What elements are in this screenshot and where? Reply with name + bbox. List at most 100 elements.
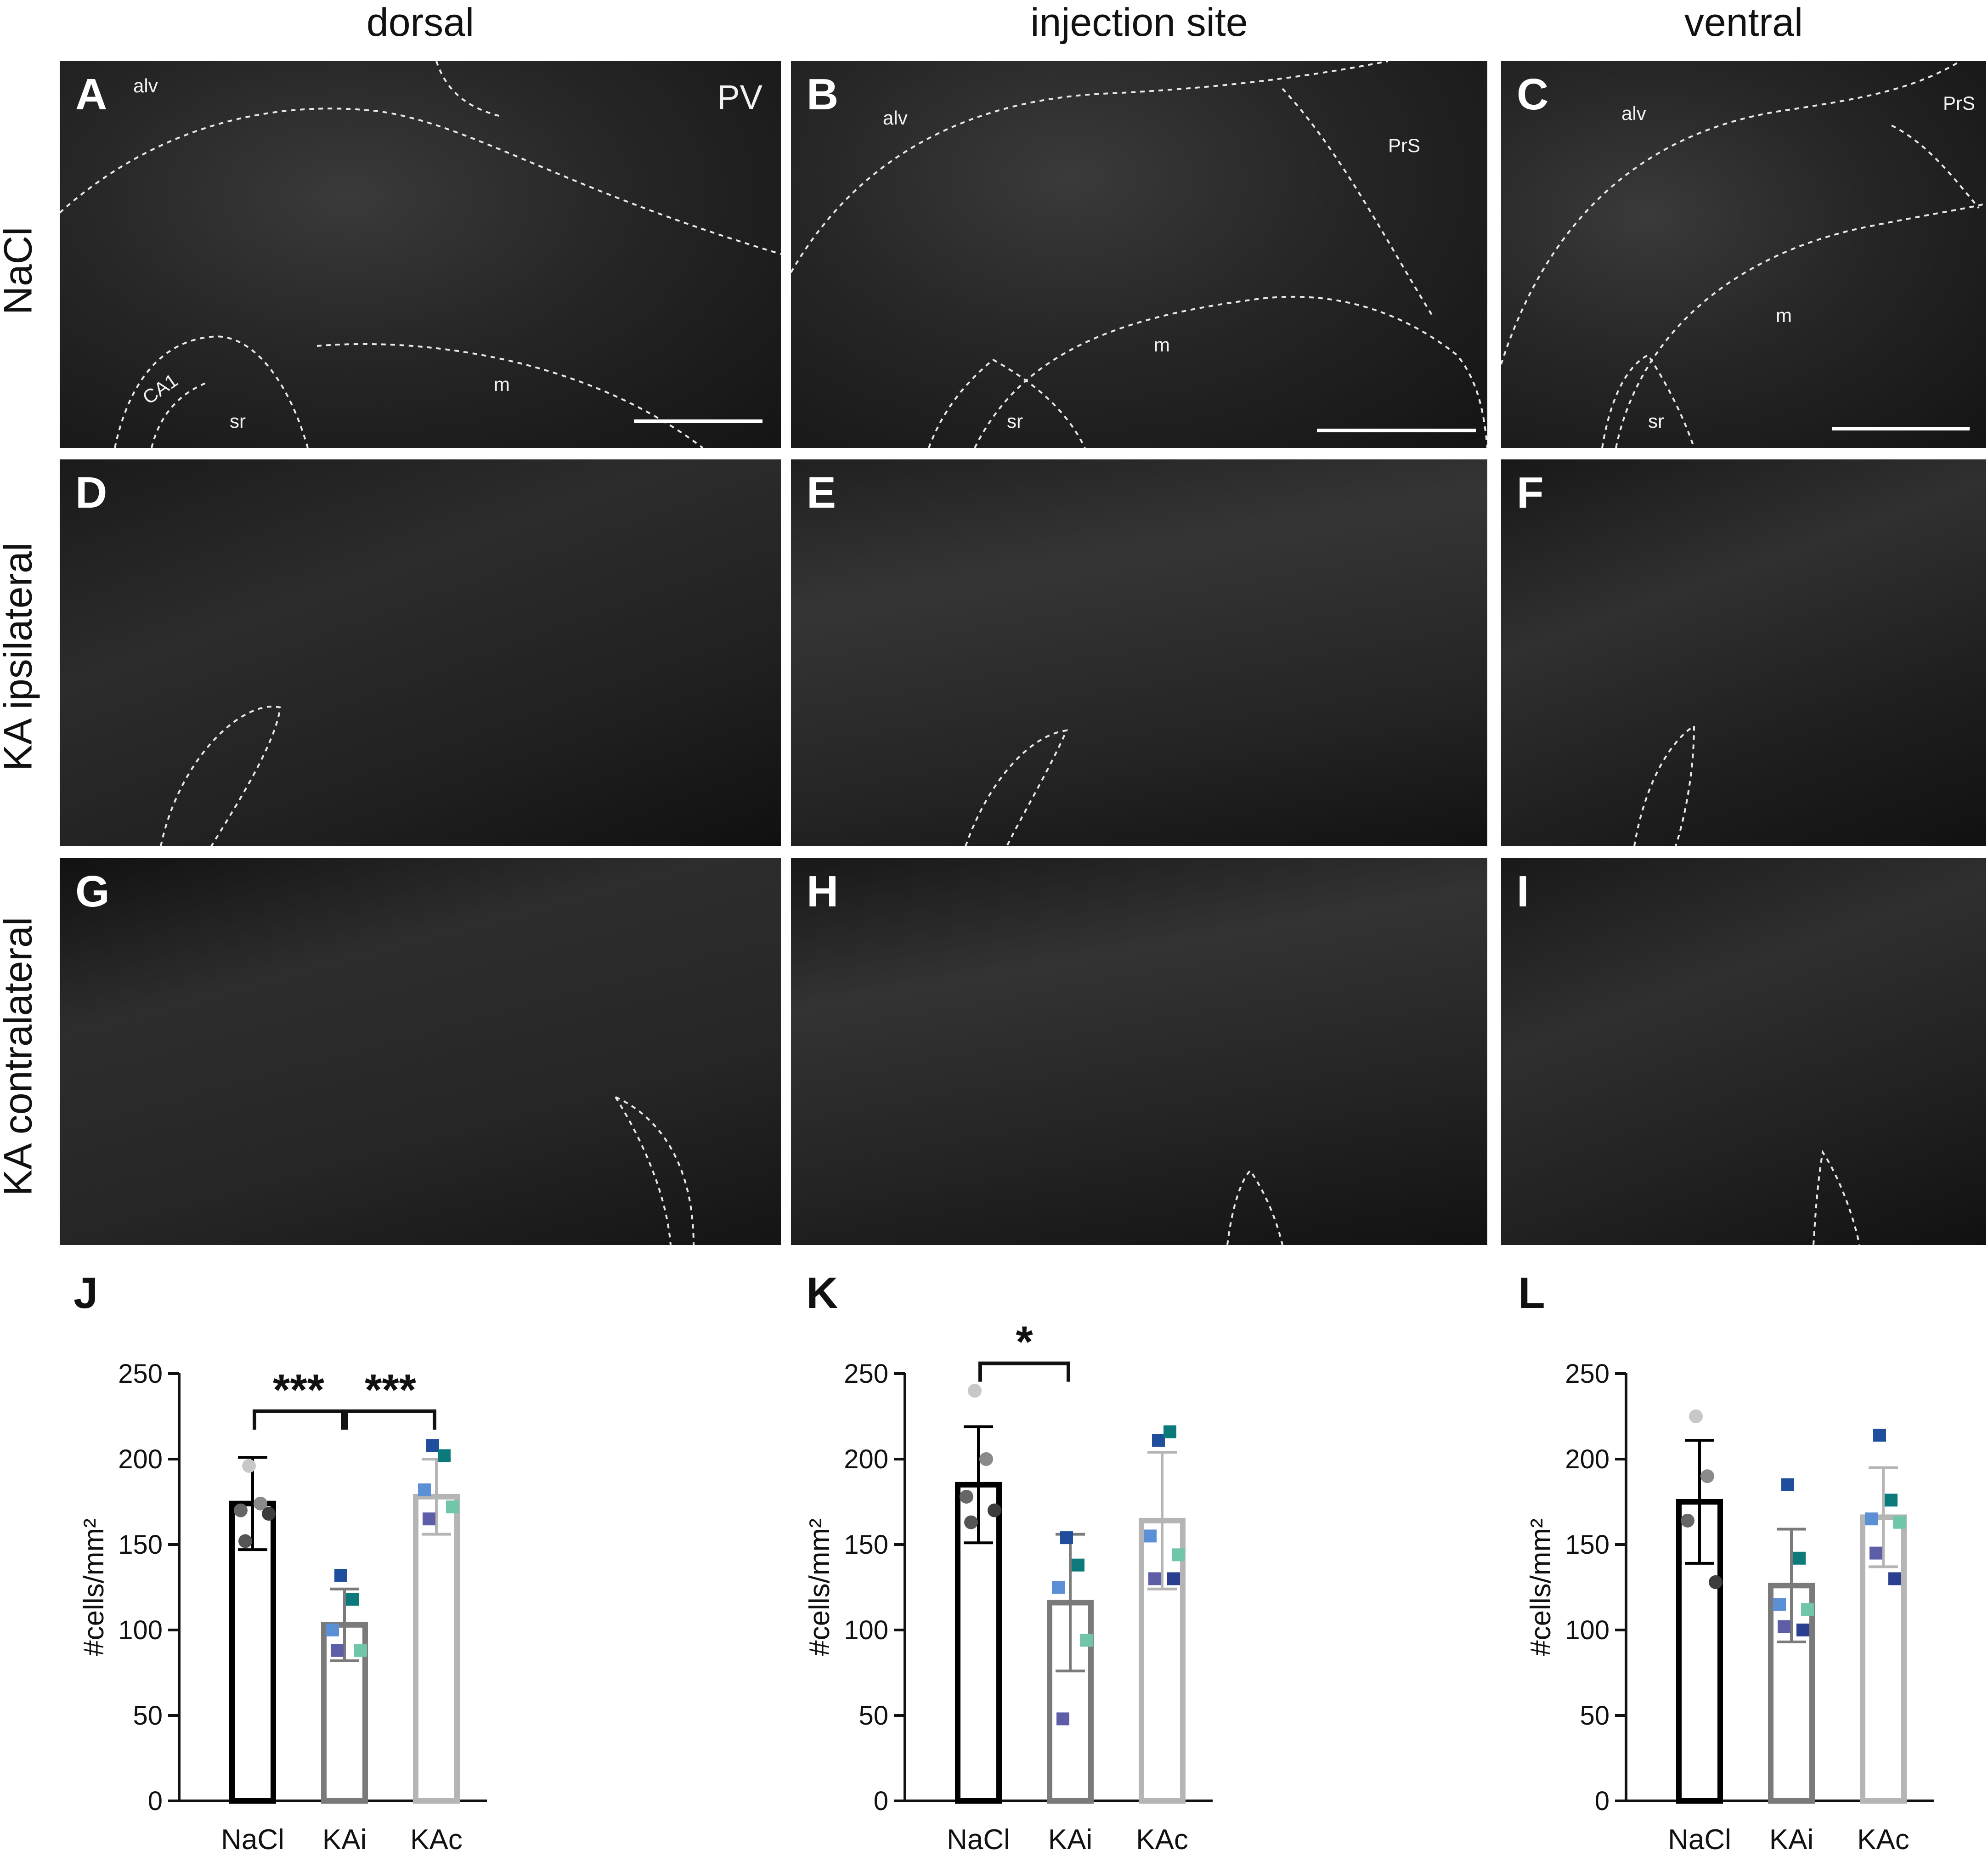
y-tick-label: 150 [118, 1530, 163, 1560]
bar-chart-l: #cells/mm² 0 50 100 150 200 250 NaCl KAi KAc [1525, 1359, 1934, 1856]
data-point [1167, 1572, 1180, 1585]
region-label: alv [883, 107, 908, 129]
data-point [1778, 1620, 1790, 1633]
region-label: alv [133, 75, 158, 96]
region-label: PrS [1943, 92, 1976, 114]
data-point [234, 1503, 248, 1517]
row-title-nacl: NaCl [0, 226, 40, 315]
data-point [426, 1439, 439, 1452]
panel-label: A [75, 70, 107, 119]
panel-label: I [1517, 867, 1529, 916]
data-point [1869, 1546, 1882, 1560]
data-point [979, 1452, 993, 1466]
region-outlines [615, 1096, 695, 1245]
micrograph-panel-d: D [60, 459, 781, 846]
micrograph-panel-g: G [60, 858, 781, 1245]
micrograph-panel-e: E [791, 459, 1487, 846]
data-point [1052, 1581, 1065, 1594]
data-point [262, 1507, 276, 1521]
data-point [1681, 1513, 1694, 1528]
data-point [238, 1534, 252, 1548]
significance-label: *** [273, 1365, 325, 1415]
y-tick-label: 200 [1565, 1444, 1610, 1474]
data-point [1172, 1548, 1185, 1562]
x-tick-label: NaCl [1668, 1824, 1731, 1856]
chart-label-j: J [73, 1268, 98, 1318]
y-tick-label: 100 [1565, 1615, 1610, 1645]
significance-bracket [253, 1409, 345, 1430]
y-tick-label: 150 [1565, 1530, 1610, 1560]
data-point [1781, 1478, 1794, 1491]
scale-bar [634, 419, 762, 423]
data-point [423, 1512, 435, 1526]
region-outlines [1813, 1149, 1860, 1245]
marker-label: PV [717, 78, 762, 116]
y-axis-label: #cells/mm² [804, 1518, 836, 1656]
data-point [1885, 1494, 1898, 1507]
region-outlines [1633, 724, 1695, 846]
chart-label-k: K [806, 1268, 838, 1318]
data-point [1888, 1572, 1901, 1585]
data-point [1873, 1428, 1886, 1442]
bar-chart-k: #cells/mm² 0 50 100 150 200 250 NaCl KAi KAc * [804, 1318, 1213, 1856]
data-point [1893, 1516, 1906, 1529]
data-point [438, 1449, 451, 1462]
region-label: PrS [1388, 135, 1421, 156]
chart-label-l: L [1518, 1268, 1545, 1318]
data-point [1072, 1558, 1084, 1572]
panel-label: C [1517, 70, 1549, 119]
data-point [1773, 1598, 1786, 1611]
y-tick-label: 100 [118, 1615, 163, 1645]
y-tick-label: 100 [844, 1615, 888, 1645]
data-point [1148, 1572, 1161, 1585]
y-axis-label: #cells/mm² [1525, 1518, 1557, 1656]
x-tick-label: KAi [322, 1824, 367, 1856]
panel-label: B [807, 70, 839, 119]
micrograph-panel-i: I [1501, 858, 1986, 1245]
panel-label: F [1517, 468, 1544, 517]
data-point [446, 1500, 459, 1514]
data-point [1865, 1512, 1878, 1526]
region-outlines [1501, 61, 1986, 448]
significance-bracket [345, 1409, 436, 1430]
y-tick-label: 50 [1580, 1701, 1610, 1731]
region-outlines [965, 729, 1068, 846]
y-axis-label: #cells/mm² [78, 1518, 110, 1656]
region-label: m [1154, 334, 1170, 356]
y-tick-label: 50 [133, 1701, 163, 1731]
column-title-injection-site: injection site [1030, 0, 1248, 45]
y-tick-label: 200 [844, 1444, 888, 1474]
data-point [418, 1483, 431, 1496]
data-point [1056, 1712, 1069, 1726]
column-title-ventral: ventral [1684, 0, 1803, 45]
data-point [354, 1644, 367, 1657]
scale-bar [1832, 427, 1970, 430]
data-point [1163, 1425, 1176, 1438]
data-point [1801, 1603, 1814, 1616]
panel-label: E [807, 468, 836, 517]
data-point [1709, 1575, 1723, 1589]
significance-label: *** [365, 1365, 417, 1415]
data-point [254, 1496, 267, 1511]
region-outlines [160, 706, 282, 846]
y-tick-label: 200 [118, 1444, 163, 1474]
y-tick-label: 0 [148, 1786, 163, 1816]
region-label: sr [1007, 410, 1023, 432]
scale-bar [1317, 429, 1476, 432]
y-tick-label: 250 [844, 1359, 888, 1389]
significance-label: * [1016, 1318, 1033, 1367]
x-tick-label: KAc [1857, 1824, 1909, 1856]
bar-kac [413, 1494, 460, 1804]
x-tick-label: KAc [410, 1824, 463, 1856]
y-tick-label: 250 [1565, 1359, 1610, 1389]
micrograph-panel-f: F [1501, 459, 1986, 846]
x-tick-label: KAi [1769, 1824, 1813, 1856]
y-tick-label: 50 [858, 1701, 888, 1731]
region-label: sr [230, 410, 246, 432]
data-point [988, 1503, 1001, 1517]
bar-chart-j: #cells/mm² 0 50 100 150 200 250 NaCl KAi KAc *** **… [78, 1359, 487, 1856]
y-tick-label: 0 [874, 1786, 888, 1816]
x-tick-label: NaCl [947, 1824, 1010, 1856]
region-outlines [1226, 1169, 1283, 1245]
region-outlines [791, 61, 1487, 448]
